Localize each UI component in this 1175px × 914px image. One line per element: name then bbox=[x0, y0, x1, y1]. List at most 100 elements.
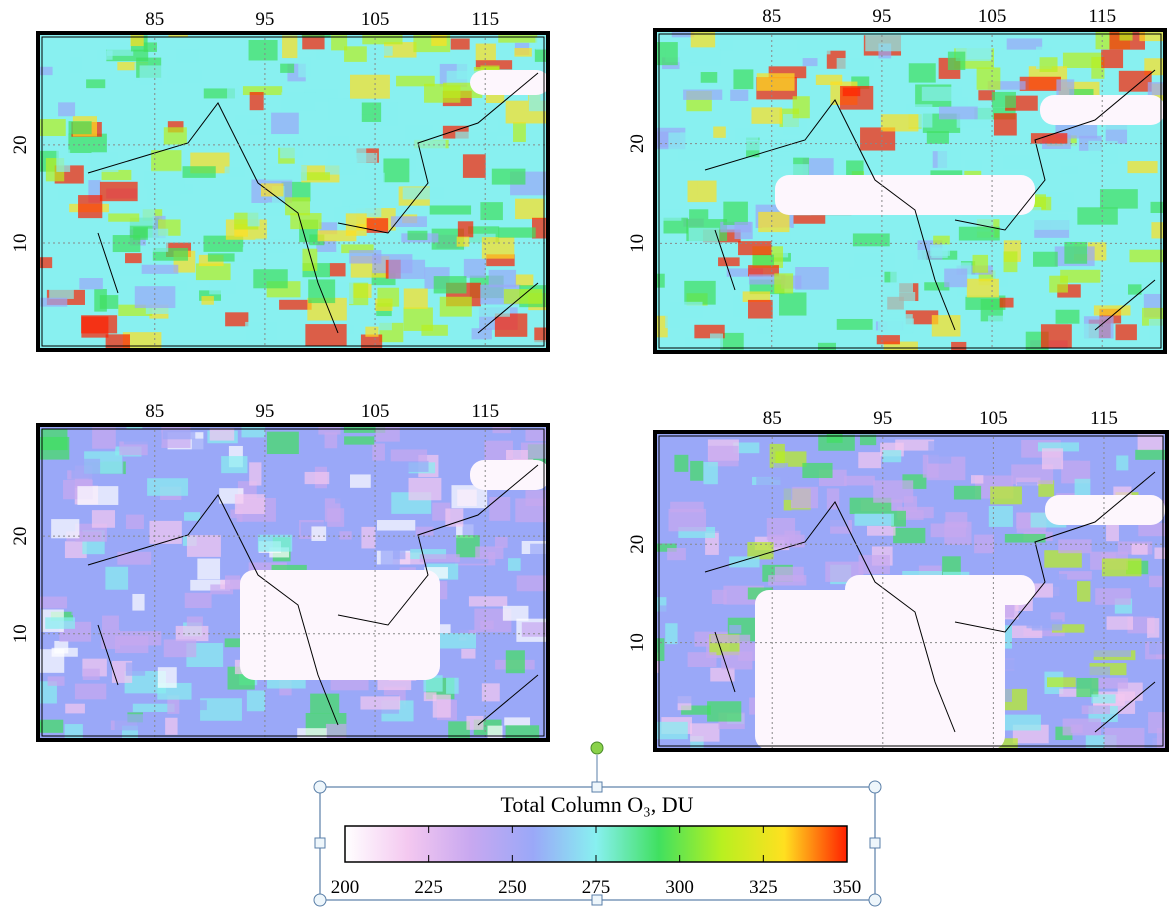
ozone-patch bbox=[67, 568, 91, 588]
ozone-patch bbox=[506, 450, 528, 460]
ozone-patch bbox=[71, 596, 110, 615]
ozone-patch bbox=[349, 250, 381, 263]
ozone-patch bbox=[69, 121, 92, 134]
ozone-patch bbox=[405, 125, 433, 140]
ozone-patch bbox=[1020, 77, 1061, 91]
ozone-patch bbox=[1103, 284, 1124, 304]
ozone-patch bbox=[1032, 619, 1063, 630]
ozone-patch bbox=[674, 455, 688, 472]
lat-tick-label: 10 bbox=[627, 234, 648, 253]
ozone-patch bbox=[455, 132, 497, 149]
ozone-patch bbox=[945, 512, 967, 527]
ozone-patch bbox=[690, 723, 719, 741]
no-data-swath bbox=[470, 70, 550, 95]
ozone-patch bbox=[83, 669, 100, 680]
ozone-patch bbox=[954, 486, 981, 500]
ozone-patch bbox=[881, 114, 919, 131]
ozone-patch bbox=[1092, 641, 1131, 657]
ozone-patch bbox=[78, 195, 102, 218]
ozone-patch bbox=[327, 508, 344, 527]
ozone-patch bbox=[409, 478, 442, 500]
ozone-patch bbox=[1005, 534, 1046, 543]
ozone-patch bbox=[774, 463, 789, 480]
ozone-patch bbox=[774, 273, 793, 293]
ozone-patch bbox=[1107, 616, 1133, 629]
map-content bbox=[28, 419, 559, 747]
ozone-patch bbox=[689, 209, 708, 219]
ozone-patch bbox=[133, 227, 148, 240]
ozone-patch bbox=[660, 605, 682, 622]
ozone-patch bbox=[1031, 133, 1067, 144]
ozone-patch bbox=[185, 593, 212, 608]
ozone-patch bbox=[279, 300, 312, 310]
ozone-patch bbox=[667, 548, 686, 560]
lon-tick-label: 95 bbox=[255, 9, 274, 30]
ozone-patch bbox=[858, 452, 881, 468]
ozone-patch bbox=[721, 652, 752, 670]
ozone-patch bbox=[318, 420, 340, 435]
ozone-patch bbox=[517, 575, 558, 591]
ozone-patch bbox=[305, 472, 330, 484]
ozone-patch bbox=[959, 227, 1000, 241]
ozone-patch bbox=[723, 202, 748, 225]
ozone-patch bbox=[930, 245, 950, 256]
ozone-patch bbox=[1139, 32, 1175, 42]
ozone-patch bbox=[779, 292, 806, 315]
ozone-patch bbox=[849, 267, 862, 279]
ozone-patch bbox=[372, 443, 385, 460]
ozone-patch bbox=[668, 132, 686, 149]
ozone-patch bbox=[489, 497, 510, 521]
ozone-patch bbox=[165, 718, 177, 735]
ozone-patch bbox=[757, 326, 780, 334]
ozone-patch bbox=[311, 526, 326, 541]
ozone-patch bbox=[305, 324, 346, 346]
ozone-patch bbox=[797, 40, 831, 54]
ozone-patch bbox=[734, 128, 758, 141]
ozone-patch bbox=[922, 87, 963, 101]
ozone-patch bbox=[977, 67, 1001, 89]
ozone-patch bbox=[843, 87, 861, 96]
ozone-patch bbox=[280, 64, 294, 73]
ozone-patch bbox=[751, 107, 782, 123]
ozone-patch bbox=[164, 127, 187, 144]
ozone-patch bbox=[1077, 207, 1117, 224]
ozone-patch bbox=[482, 683, 500, 701]
ozone-patch bbox=[451, 38, 470, 49]
ozone-patch bbox=[1119, 71, 1152, 92]
ozone-patch bbox=[458, 221, 473, 237]
ozone-patch bbox=[887, 318, 914, 332]
ozone-patch bbox=[346, 213, 367, 235]
ozone-patch bbox=[197, 518, 238, 527]
lat-tick-label: 10 bbox=[10, 624, 31, 643]
ozone-patch bbox=[648, 316, 668, 338]
ozone-patch bbox=[988, 316, 1005, 324]
lat-tick-label: 20 bbox=[627, 134, 648, 153]
ozone-patch bbox=[1138, 434, 1163, 450]
ozone-patch bbox=[792, 509, 817, 526]
map-panel bbox=[646, 23, 1175, 358]
ozone-patch bbox=[485, 571, 504, 582]
ozone-patch bbox=[531, 602, 559, 612]
ozone-patch bbox=[245, 322, 277, 343]
ozone-patch bbox=[377, 520, 415, 531]
ozone-patch bbox=[1068, 324, 1099, 343]
ozone-patch bbox=[1056, 79, 1074, 95]
ozone-patch bbox=[713, 126, 726, 137]
ozone-patch bbox=[827, 426, 843, 443]
ozone-patch bbox=[1000, 715, 1041, 731]
ozone-patch bbox=[255, 239, 285, 254]
ozone-patch bbox=[1040, 57, 1058, 72]
ozone-patch bbox=[515, 274, 533, 286]
ozone-patch bbox=[373, 173, 385, 183]
ozone-patch bbox=[115, 714, 150, 730]
ozone-patch bbox=[489, 270, 516, 287]
ozone-patch bbox=[164, 639, 197, 657]
ozone-patch bbox=[107, 42, 133, 56]
ozone-patch bbox=[877, 335, 900, 344]
ozone-patch bbox=[1101, 50, 1123, 68]
ozone-patch bbox=[250, 92, 264, 110]
ozone-patch bbox=[515, 199, 545, 219]
ozone-patch bbox=[75, 684, 106, 700]
ozone-patch bbox=[77, 486, 118, 505]
no-data-swath bbox=[1045, 495, 1165, 525]
